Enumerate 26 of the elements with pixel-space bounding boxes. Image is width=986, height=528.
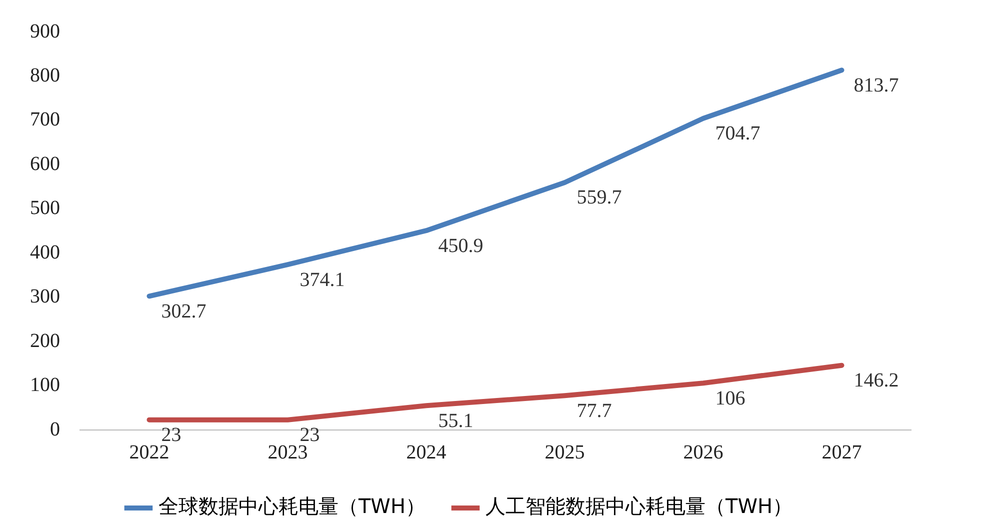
x-tick-label: 2027 bbox=[822, 441, 862, 464]
y-tick-label: 0 bbox=[50, 418, 60, 440]
y-tick-label: 400 bbox=[30, 241, 60, 264]
x-tick-label: 2024 bbox=[406, 441, 446, 464]
y-tick-label: 600 bbox=[30, 152, 60, 175]
legend-label: 全球数据中心耗电量（TWH） bbox=[158, 494, 426, 518]
y-tick-label: 700 bbox=[30, 108, 60, 131]
y-tick-label: 500 bbox=[30, 197, 60, 220]
data-label: 146.2 bbox=[854, 370, 899, 392]
legend-label: 人工智能数据中心耗电量（TWH） bbox=[486, 494, 793, 518]
y-tick-label: 100 bbox=[30, 374, 60, 396]
data-label: 55.1 bbox=[438, 410, 474, 432]
data-label: 106 bbox=[715, 387, 746, 410]
y-tick-label: 900 bbox=[30, 20, 60, 42]
data-label: 704.7 bbox=[715, 122, 760, 145]
data-label: 302.7 bbox=[161, 300, 206, 322]
data-label: 559.7 bbox=[576, 186, 622, 209]
x-tick-label: 2025 bbox=[544, 441, 585, 464]
data-label: 77.7 bbox=[576, 400, 612, 422]
data-label: 813.7 bbox=[854, 74, 899, 96]
data-label: 450.9 bbox=[438, 234, 484, 257]
y-tick-label: 300 bbox=[30, 286, 60, 308]
x-tick-label: 2026 bbox=[683, 441, 724, 464]
y-tick-label: 800 bbox=[30, 64, 60, 86]
y-tick-label: 200 bbox=[30, 330, 60, 352]
data-label: 374.1 bbox=[300, 268, 345, 291]
